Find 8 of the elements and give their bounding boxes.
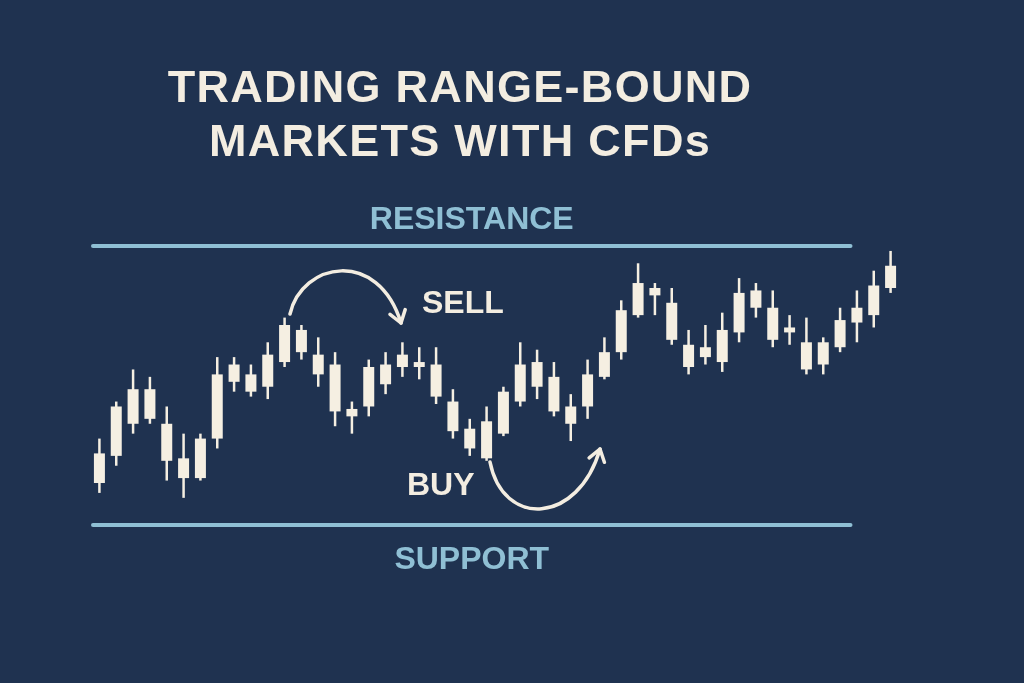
ref-line-label: RESISTANCE	[369, 200, 574, 236]
candlestick	[413, 347, 425, 380]
ref-line-label: SUPPORT	[394, 540, 550, 576]
candlestick	[699, 325, 711, 365]
annotation: SELL	[422, 284, 504, 320]
annotation: BUY	[407, 466, 475, 502]
chart-title: TRADING RANGE-BOUND MARKETS WITH CFDs	[166, 60, 754, 168]
candlestick	[784, 315, 796, 345]
